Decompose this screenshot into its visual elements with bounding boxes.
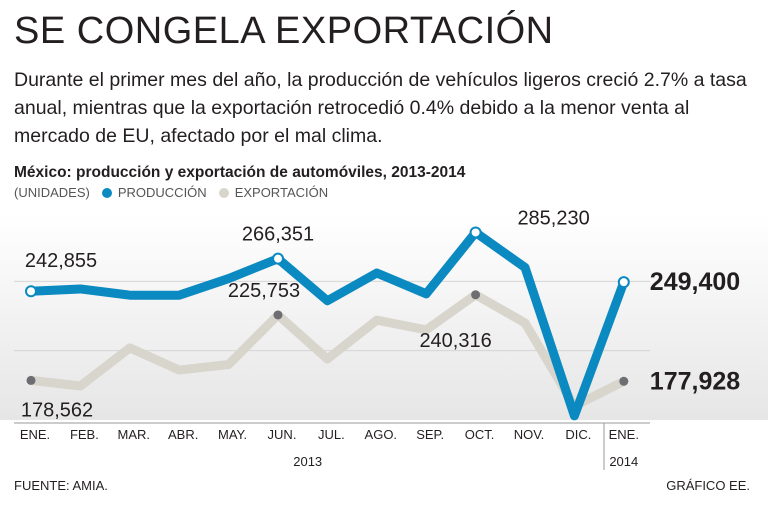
data-point-marker xyxy=(617,276,630,289)
data-label: 178,562 xyxy=(21,399,93,421)
data-point-marker xyxy=(471,290,481,300)
legend-exportacion-label: EXPORTACIÓN xyxy=(234,185,329,200)
data-label: 225,753 xyxy=(228,280,300,302)
data-label: 242,855 xyxy=(25,250,97,272)
series-line-produccion xyxy=(26,227,629,421)
source-note: FUENTE: AMIA. xyxy=(14,478,108,493)
data-point-marker xyxy=(619,376,629,386)
x-tick-label: ABR. xyxy=(168,427,198,442)
year-label-2014: 2014 xyxy=(609,454,638,469)
x-tick-label: OCT. xyxy=(465,427,495,442)
data-label: 249,400 xyxy=(650,268,740,296)
data-point-marker xyxy=(25,285,37,298)
x-tick-label: MAY. xyxy=(218,427,247,442)
chart-heading: México: producción y exportación de auto… xyxy=(14,164,466,181)
x-tick-label: ENE. xyxy=(20,427,50,442)
chart-subtitle: Durante el primer mes del año, la produc… xyxy=(14,69,747,147)
data-label: 240,316 xyxy=(419,330,491,352)
units-label: (UNIDADES) xyxy=(14,185,90,200)
chart-title-main: SE CONGELA EXPORTACIÓN xyxy=(14,10,554,52)
x-tick-label: ENE. xyxy=(609,427,639,442)
x-tick-label: DIC. xyxy=(565,427,591,442)
year-label-2013: 2013 xyxy=(293,454,322,469)
data-label: 266,351 xyxy=(242,224,314,246)
x-tick-label: JUL. xyxy=(318,427,345,442)
plot-background xyxy=(0,212,768,420)
data-point-marker xyxy=(272,252,284,265)
data-label: 177,928 xyxy=(650,367,740,395)
series-line-exportacion xyxy=(26,290,629,411)
data-point-marker xyxy=(26,375,36,385)
x-tick-label: FEB. xyxy=(70,427,99,442)
legend-exportacion-marker xyxy=(218,187,229,198)
data-label: 285,230 xyxy=(517,207,589,229)
legend: (UNIDADES) PRODUCCIÓN EXPORTACIÓN xyxy=(14,185,328,200)
x-tick-label: SEP. xyxy=(416,427,444,442)
x-tick-label: NOV. xyxy=(514,427,545,442)
x-tick-label: MAR. xyxy=(118,427,151,442)
data-point-marker xyxy=(273,310,283,320)
data-point-marker xyxy=(469,226,482,239)
credit-note: GRÁFICO EE. xyxy=(666,478,750,493)
x-tick-label: JUN. xyxy=(268,427,297,442)
legend-produccion-label: PRODUCCIÓN xyxy=(117,185,207,200)
x-tick-label: AGO. xyxy=(365,427,398,442)
legend-produccion-marker xyxy=(101,187,112,198)
